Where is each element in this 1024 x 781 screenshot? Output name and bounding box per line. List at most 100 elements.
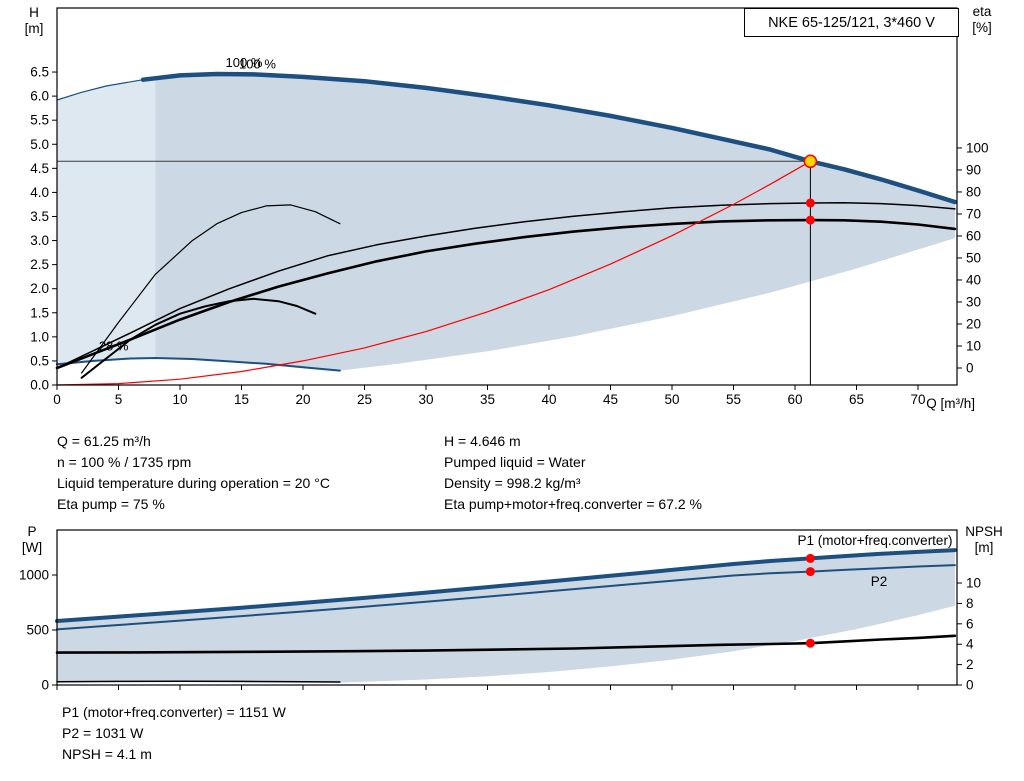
y-left-tick-label: 5.5 (30, 113, 49, 128)
x-tick-label: 20 (295, 392, 310, 407)
speed-100-label: 100 % (226, 55, 263, 70)
y-right-tick-label: 0 (966, 360, 974, 375)
info-line-density: Density = 998.2 kg/m³ (444, 475, 581, 491)
y-left-tick-label: 6.0 (30, 89, 49, 104)
p1-curve-label: P1 (motor+freq.converter) (798, 533, 953, 548)
y-left-tick-label: 2.5 (30, 257, 49, 272)
y-right-tick-label: 10 (966, 576, 981, 591)
pump-curve-100pct-extension (56, 79, 144, 101)
eta-partial-speed-thin-curve (80, 204, 341, 374)
x-tick-label: 0 (53, 392, 61, 407)
plot-border (56, 529, 958, 686)
y-left-tick-label: 1000 (19, 567, 49, 582)
eta-pump-curve (56, 201, 956, 369)
plot-border (56, 7, 958, 386)
y-right-tick-label: 40 (966, 272, 981, 287)
speed-28-label: 28 % (99, 338, 129, 353)
x-tick-label: 35 (480, 392, 495, 407)
x-tick-label: 40 (541, 392, 556, 407)
x-tick-label: 65 (849, 392, 864, 407)
x-tick-label: 70 (910, 392, 925, 407)
x-tick-label: 15 (234, 392, 249, 407)
y-left-tick-label: 3.5 (30, 209, 49, 224)
y-right-tick-label: 10 (966, 338, 981, 353)
npsh-axis-unit: [m] (974, 540, 994, 555)
y-left-tick-label: 500 (26, 622, 49, 637)
info-line-h: H = 4.646 m (444, 433, 521, 449)
x-tick-label: 10 (172, 392, 187, 407)
pump-curve-100pct (140, 71, 958, 205)
y-right-tick-label: 4 (966, 637, 974, 652)
x-tick-label: 45 (603, 392, 618, 407)
pump-title: NKE 65-125/121, 3*460 V (768, 14, 935, 31)
x-tick-label: 50 (664, 392, 679, 407)
y-right-tick-label: 50 (966, 250, 981, 265)
x-tick-label: 5 (115, 392, 123, 407)
eta-pump-point-marker (805, 198, 815, 208)
y-left-tick-label: 4.5 (30, 161, 49, 176)
duty-point-marker[interactable] (803, 154, 818, 169)
y-left-tick-label: 0 (41, 678, 49, 693)
info-line-liquid: Pumped liquid = Water (444, 454, 586, 470)
y-left-tick-label: 3.0 (30, 233, 49, 248)
result-info-column: P1 (motor+freq.converter) = 1151 W P2 = … (62, 702, 286, 765)
speed-envelope-area (57, 74, 955, 371)
eta-total-curve (55, 218, 957, 370)
info-line-p2: P2 = 1031 W (62, 725, 144, 741)
y-right-tick-label: 0 (966, 678, 974, 693)
info-line-eta: Eta pump = 75 % (57, 496, 165, 512)
h-axis-unit: [m] (24, 21, 44, 36)
p-min-speed-curve (56, 680, 341, 683)
npsh-curve (55, 634, 957, 654)
duty-info-left-column: Q = 61.25 m³/h n = 100 % / 1735 rpm Liqu… (57, 431, 330, 515)
npsh-axis-label: NPSH (965, 524, 1003, 539)
speed-100-label-2: 100 % (239, 57, 276, 72)
eta-axis-unit: [%] (972, 20, 992, 35)
y-right-tick-label: 70 (966, 206, 981, 221)
npsh-point-marker (805, 638, 815, 648)
pump-title-box: NKE 65-125/121, 3*460 V (744, 8, 959, 37)
y-left-tick-label: 5.0 (30, 137, 49, 152)
eta-total-point-marker (805, 215, 815, 225)
low-flow-strip-area (57, 77, 156, 365)
power-envelope-area (57, 550, 955, 683)
p-axis-unit: [W] (21, 540, 43, 555)
eta-partial-speed-thick-curve (80, 297, 317, 379)
p1-point-marker (805, 553, 815, 563)
y-right-tick-label: 30 (966, 294, 981, 309)
eta-axis-label: eta (972, 4, 992, 19)
p1-curve (55, 548, 957, 623)
x-tick-label: 60 (787, 392, 802, 407)
p-axis-label: P (27, 524, 37, 539)
y-left-tick-label: 6.5 (30, 65, 49, 80)
p2-curve (56, 564, 956, 631)
y-left-tick-label: 1.5 (30, 305, 49, 320)
y-left-tick-label: 1.0 (30, 329, 49, 344)
q-axis-label: Q [m³/h] (926, 396, 975, 411)
y-left-tick-label: 0.0 (30, 378, 49, 393)
info-line-eta-total: Eta pump+motor+freq.converter = 67.2 % (444, 496, 702, 512)
control-curve-red (56, 160, 812, 386)
y-right-tick-label: 20 (966, 316, 981, 331)
y-left-tick-label: 4.0 (30, 185, 49, 200)
y-right-tick-label: 2 (966, 657, 974, 672)
p2-point-marker (805, 567, 815, 577)
x-tick-label: 55 (726, 392, 741, 407)
info-line-n: n = 100 % / 1735 rpm (57, 454, 192, 470)
h-axis-label: H (29, 5, 39, 20)
pump-curve-28pct (56, 357, 341, 372)
duty-info-right-column: H = 4.646 m Pumped liquid = Water Densit… (444, 431, 702, 515)
y-right-tick-label: 90 (966, 162, 981, 177)
x-tick-label: 30 (418, 392, 433, 407)
info-line-p1: P1 (motor+freq.converter) = 1151 W (62, 704, 286, 720)
y-right-tick-label: 80 (966, 184, 981, 199)
info-line-temp: Liquid temperature during operation = 20… (57, 475, 330, 491)
y-right-tick-label: 6 (966, 616, 974, 631)
info-line-q: Q = 61.25 m³/h (57, 433, 151, 449)
y-right-tick-label: 100 (966, 140, 989, 155)
info-line-npsh: NPSH = 4.1 m (62, 746, 152, 762)
x-tick-label: 25 (357, 392, 372, 407)
y-right-tick-label: 8 (966, 596, 974, 611)
